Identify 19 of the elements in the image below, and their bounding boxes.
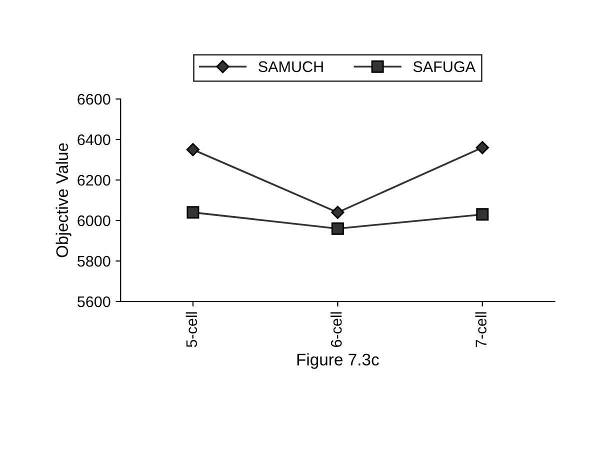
y-tick-label: 5600 (78, 296, 110, 308)
legend-label: SAMUCH (258, 61, 323, 72)
x-axis-title: Figure 7.3c (297, 353, 379, 369)
legend-label: SAFUGA (413, 61, 476, 72)
y-tick-label: 6400 (78, 134, 110, 146)
point (476, 141, 489, 154)
y-tick-label: 6200 (78, 174, 110, 186)
point (331, 222, 344, 235)
point (186, 206, 200, 219)
y-tick-label: 6600 (78, 94, 110, 105)
x-tick-label: 5-cell (186, 312, 198, 348)
y-axis-title: Objective Value (56, 143, 72, 258)
x-tick-label: 6-cell (330, 312, 342, 347)
point (331, 206, 344, 219)
x-tick-label: 7-cell (475, 312, 486, 347)
y-tick-label: 6000 (78, 215, 110, 226)
point (476, 208, 489, 221)
point (186, 143, 200, 156)
y-tick-label: 5800 (78, 256, 110, 267)
